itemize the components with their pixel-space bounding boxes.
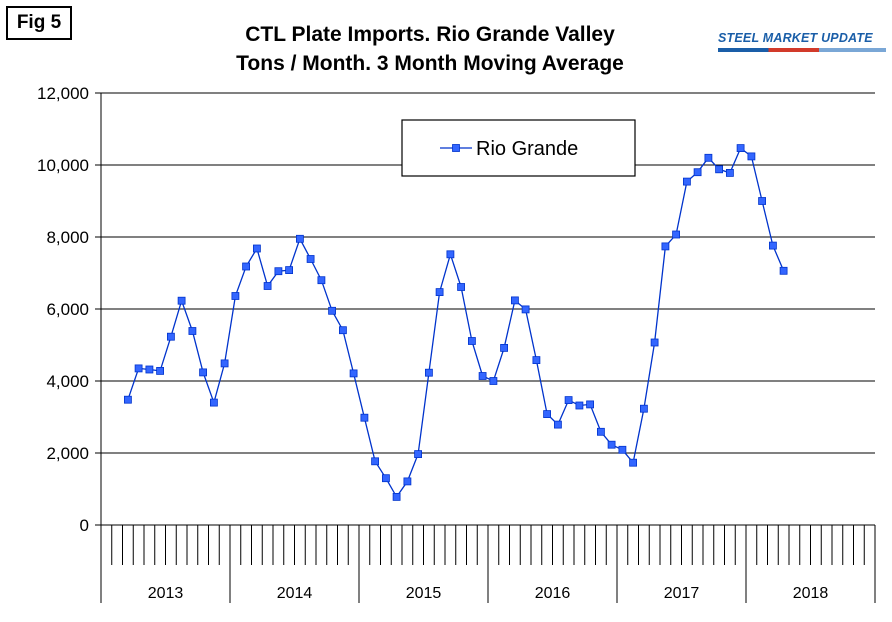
data-point (338, 326, 347, 335)
data-point (209, 398, 218, 407)
y-tick-label: 10,000 (37, 156, 89, 175)
data-point (145, 365, 154, 374)
data-point (564, 396, 573, 405)
chart-title: CTL Plate Imports. Rio Grande Valley Ton… (150, 20, 710, 78)
x-axis-category-ticks (111, 525, 876, 603)
data-point (220, 359, 229, 368)
data-point (683, 177, 691, 186)
data-point (554, 420, 562, 429)
data-point (231, 292, 240, 300)
series-rio-grande (124, 144, 788, 501)
data-point (403, 477, 412, 486)
steel-market-update-logo: STEEL MARKET UPDATE (718, 31, 888, 57)
data-point (510, 296, 519, 305)
data-point (747, 152, 756, 161)
year-label: 2013 (148, 585, 184, 602)
data-point (446, 250, 455, 259)
data-point (274, 267, 283, 276)
year-label: 2017 (664, 585, 700, 602)
y-tick-label: 6,000 (46, 300, 89, 319)
data-point (414, 450, 423, 459)
data-point (618, 445, 627, 454)
data-point (252, 244, 261, 253)
data-point (242, 262, 251, 271)
data-point (532, 356, 541, 365)
data-point (629, 458, 637, 467)
data-point (285, 266, 294, 275)
data-point (726, 168, 734, 177)
y-tick-label: 12,000 (37, 84, 89, 103)
data-point (607, 440, 616, 449)
data-point (640, 404, 648, 413)
data-point (177, 296, 186, 305)
data-point (134, 364, 143, 373)
data-point (586, 400, 594, 409)
data-point (424, 368, 433, 377)
data-point (661, 242, 670, 251)
data-point (758, 197, 766, 205)
data-point (650, 338, 659, 347)
data-point (188, 327, 197, 335)
data-point (769, 241, 777, 250)
data-point (457, 283, 466, 291)
series-line (127, 147, 785, 499)
data-point (381, 474, 390, 483)
data-point (124, 395, 132, 404)
data-point (500, 343, 509, 352)
data-point (360, 413, 369, 422)
data-point (575, 401, 584, 410)
data-point (295, 234, 304, 243)
legend-marker-sample (452, 144, 460, 152)
data-point (328, 306, 337, 315)
y-tick-label: 0 (80, 516, 89, 535)
gridlines (101, 92, 875, 526)
data-point (693, 168, 702, 177)
year-label: 2015 (406, 585, 442, 602)
y-axis-tick-labels: 0 2,000 4,000 6,000 8,000 10,000 12,000 (37, 84, 89, 535)
data-point (467, 337, 476, 345)
data-point (521, 305, 530, 314)
data-point (317, 276, 326, 285)
chart-legend: Rio Grande (401, 119, 636, 177)
legend-entry-label: Rio Grande (476, 138, 578, 160)
data-point (779, 266, 788, 275)
year-label: 2016 (535, 585, 571, 602)
data-point (349, 369, 358, 378)
data-point (156, 366, 165, 375)
year-label: 2014 (277, 585, 313, 602)
figure-badge: Fig 5 (6, 6, 72, 40)
data-point (371, 457, 380, 466)
data-point (597, 427, 605, 436)
year-label: 2018 (793, 585, 829, 602)
data-point (306, 255, 315, 263)
data-point (672, 230, 680, 239)
data-point (435, 288, 444, 297)
x-axis-year-labels: 2013 2014 2015 2016 2017 2018 (148, 585, 829, 602)
data-point (543, 410, 551, 419)
data-point (736, 144, 745, 153)
data-point (489, 377, 498, 385)
data-point (166, 332, 175, 341)
data-point (199, 368, 208, 377)
y-tick-label: 8,000 (46, 228, 89, 247)
chart-title-line-2: Tons / Month. 3 Month Moving Average (236, 52, 624, 75)
y-tick-label: 4,000 (46, 372, 89, 391)
logo-text: STEEL MARKET UPDATE (718, 31, 873, 45)
data-point (704, 153, 713, 162)
data-point (263, 282, 272, 290)
logo-color-bar (718, 48, 886, 52)
y-tick-label: 2,000 (46, 444, 89, 463)
data-point (392, 492, 401, 501)
chart-title-line-1: CTL Plate Imports. Rio Grande Valley (245, 23, 615, 46)
data-point (715, 165, 723, 174)
data-point (478, 372, 487, 380)
